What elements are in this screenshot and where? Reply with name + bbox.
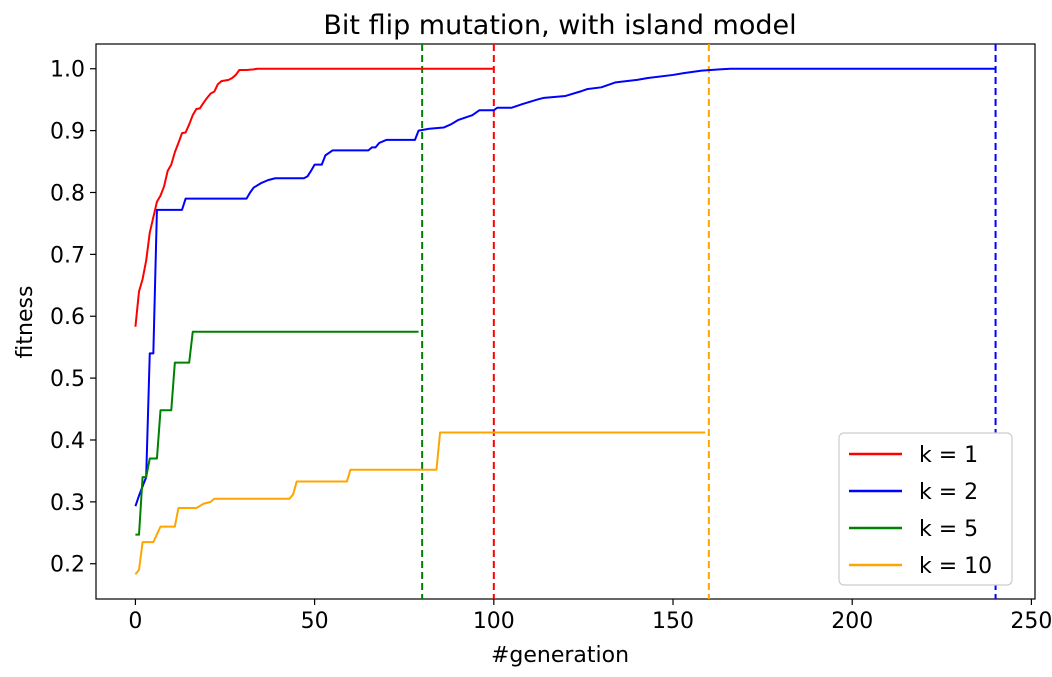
series-line-1 — [134, 67, 494, 327]
x-tick-label: 150 — [652, 609, 694, 634]
y-tick-label: 0.5 — [50, 367, 85, 392]
legend-label: k = 5 — [919, 517, 978, 542]
x-tick-label: 50 — [301, 609, 329, 634]
y-tick-label: 0.6 — [50, 305, 85, 330]
y-tick-label: 1.0 — [50, 58, 85, 83]
chart-title: Bit flip mutation, with island model — [323, 10, 796, 41]
x-axis: 0 50 100 150 200 250 — [128, 599, 1052, 634]
legend-box — [838, 432, 1013, 586]
plot-area — [95, 43, 1036, 600]
series-lines — [134, 67, 996, 575]
legend: k = 1 k = 2 k = 5 k = 10 — [838, 432, 1013, 586]
series-line-2 — [134, 67, 996, 507]
legend-label: k = 1 — [919, 443, 978, 468]
legend-label: k = 2 — [919, 480, 978, 505]
x-tick-label: 250 — [1010, 609, 1052, 634]
y-tick-label: 0.9 — [50, 120, 85, 145]
y-axis-label: fitness — [13, 286, 38, 359]
x-tick-label: 0 — [128, 609, 142, 634]
y-tick-label: 0.8 — [50, 181, 85, 206]
x-tick-label: 200 — [831, 609, 873, 634]
y-tick-label: 0.3 — [50, 491, 85, 516]
series-line-4 — [134, 431, 706, 575]
y-axis: 0.2 0.3 0.4 0.5 0.6 0.7 0.8 0.9 1.0 — [50, 58, 96, 578]
x-axis-label: #generation — [491, 643, 629, 668]
series-line-3 — [135, 330, 419, 536]
y-tick-label: 0.2 — [50, 553, 85, 578]
legend-label: k = 10 — [919, 554, 992, 579]
x-tick-label: 100 — [473, 609, 515, 634]
y-tick-label: 0.7 — [50, 243, 85, 268]
y-tick-label: 0.4 — [50, 429, 85, 454]
